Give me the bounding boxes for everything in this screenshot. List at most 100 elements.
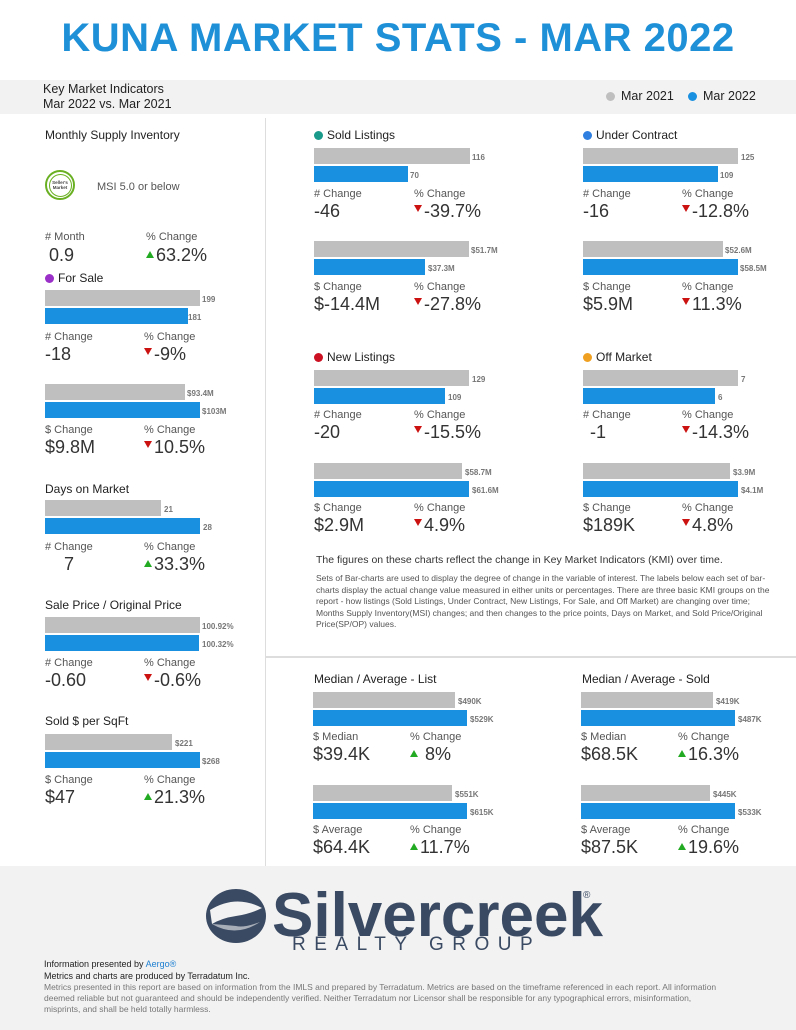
bar-sold-volume-curr bbox=[314, 259, 425, 275]
bar-label: $268 bbox=[202, 757, 220, 766]
sold-count-m2-value: -39.7% bbox=[414, 201, 481, 222]
notes-sub: Sets of Bar-charts are used to display t… bbox=[316, 573, 770, 629]
purple-dot-icon bbox=[45, 273, 54, 283]
under-contract-title: Under Contract bbox=[583, 128, 677, 142]
bar-label: $58.5M bbox=[740, 264, 767, 273]
sold-count-m1-value: -46 bbox=[314, 201, 341, 221]
dom-m1-label: # Change bbox=[45, 541, 93, 553]
bar-label: 7 bbox=[741, 375, 746, 384]
sold-count-m1-label: # Change bbox=[314, 188, 362, 200]
list-average-m1-value: $64.4K bbox=[313, 837, 371, 857]
om-count-m1-label: # Change bbox=[583, 409, 631, 421]
down-arrow-icon bbox=[682, 519, 690, 526]
legend-dot-icon bbox=[606, 91, 615, 101]
bar-label: 129 bbox=[472, 375, 486, 384]
sqft-title: Sold $ per SqFt bbox=[45, 714, 129, 728]
down-arrow-icon bbox=[414, 426, 422, 433]
down-arrow-icon bbox=[414, 205, 422, 212]
orange-dot-icon bbox=[583, 352, 592, 362]
om-count-m2-value: -14.3% bbox=[682, 422, 749, 443]
legend-item-curr: Mar 2022 bbox=[688, 89, 756, 103]
nl-volume-m1-value: $2.9M bbox=[314, 515, 365, 535]
msi-note: MSI 5.0 or below bbox=[97, 181, 180, 193]
page-title: KUNA MARKET STATS - MAR 2022 bbox=[61, 16, 735, 60]
uc-count-m2-label: % Change bbox=[682, 188, 734, 200]
bar-dom-prev bbox=[45, 500, 161, 516]
nl-count-m2-label: % Change bbox=[414, 409, 466, 421]
for-sale-count-m2-label: % Change bbox=[144, 331, 196, 343]
sqft-m2-value: 21.3% bbox=[144, 787, 205, 808]
bar-label: 28 bbox=[203, 523, 212, 532]
sold-count-m2-label: % Change bbox=[414, 188, 466, 200]
down-arrow-icon bbox=[414, 519, 422, 526]
sold-average-m2-label: % Change bbox=[678, 824, 730, 836]
bar-label: $533K bbox=[738, 808, 762, 817]
logo-wordmark: Silvercreek bbox=[272, 881, 603, 950]
dom-title: Days on Market bbox=[45, 482, 130, 496]
kmi-header-band bbox=[0, 80, 796, 114]
bar-label: $61.6M bbox=[472, 486, 499, 495]
bar-label: $103M bbox=[202, 407, 227, 416]
uc-volume-m1-value: $5.9M bbox=[583, 294, 634, 314]
for-sale-volume-m2-label: % Change bbox=[144, 424, 196, 436]
om-volume-m2-value: 4.8% bbox=[682, 515, 733, 536]
bar-label: 125 bbox=[741, 153, 755, 162]
bar-dom-curr bbox=[45, 518, 200, 534]
bar-label: $551K bbox=[455, 790, 479, 799]
blue-dot-icon bbox=[583, 130, 592, 140]
sold-volume-m1-label: $ Change bbox=[314, 281, 362, 293]
bar-sqft-curr bbox=[45, 752, 200, 768]
bar-label: $490K bbox=[458, 697, 482, 706]
uc-volume-m1-label: $ Change bbox=[583, 281, 631, 293]
bar-uc-volume-prev bbox=[583, 241, 723, 257]
bar-label: 199 bbox=[202, 295, 216, 304]
new-listings-title: New Listings bbox=[314, 350, 395, 364]
footer-disclaimer: Metrics presented in this report are bas… bbox=[44, 982, 717, 1014]
silvercreek-logo-icon bbox=[206, 889, 266, 943]
bar-om-count-curr bbox=[583, 388, 715, 404]
sqft-m1-label: $ Change bbox=[45, 774, 93, 786]
logo-registered-mark: ® bbox=[583, 890, 591, 901]
om-volume-m1-label: $ Change bbox=[583, 502, 631, 514]
msi-m1-label: # Month bbox=[45, 231, 85, 243]
down-arrow-icon bbox=[682, 298, 690, 305]
msi-title: Monthly Supply Inventory bbox=[45, 128, 180, 142]
bar-nl-count-prev bbox=[314, 370, 469, 386]
dom-m1-value: 7 bbox=[64, 554, 75, 574]
uc-volume-m2-label: % Change bbox=[682, 281, 734, 293]
bar-for-sale-count-curr bbox=[45, 308, 188, 324]
bar-uc-count-curr bbox=[583, 166, 718, 182]
for-sale-count-m1-label: # Change bbox=[45, 331, 93, 343]
up-arrow-icon bbox=[678, 750, 686, 757]
down-arrow-icon bbox=[414, 298, 422, 305]
bar-label: $487K bbox=[738, 715, 762, 724]
bar-label: $445K bbox=[713, 790, 737, 799]
nl-volume-m1-label: $ Change bbox=[314, 502, 362, 514]
for-sale-title: For Sale bbox=[45, 271, 103, 285]
bar-for-sale-volume-prev bbox=[45, 384, 185, 400]
aergo-link[interactable]: Aergo® bbox=[145, 959, 177, 969]
bar-label: 116 bbox=[472, 153, 485, 162]
bar-label: $37.3M bbox=[428, 264, 455, 273]
legend-item-prev: Mar 2021 bbox=[606, 89, 674, 103]
up-arrow-icon bbox=[410, 843, 418, 850]
footer-presented-by: Information presented by Aergo® bbox=[44, 959, 177, 969]
list-median-m1-value: $39.4K bbox=[313, 744, 371, 764]
bar-label: $615K bbox=[470, 808, 494, 817]
msi-m1-value: 0.9 bbox=[49, 245, 75, 265]
sold-listings-title: Sold Listings bbox=[314, 128, 395, 142]
bar-list-median-curr bbox=[313, 710, 467, 726]
list-price-title: Median / Average - List bbox=[314, 672, 437, 686]
sp-op-m1-value: -0.60 bbox=[45, 670, 87, 690]
up-arrow-icon bbox=[146, 251, 154, 258]
bar-sold-median-curr bbox=[581, 710, 735, 726]
down-arrow-icon bbox=[682, 426, 690, 433]
bar-label: 21 bbox=[164, 505, 173, 514]
bar-label: $93.4M bbox=[187, 389, 214, 398]
bar-om-count-prev bbox=[583, 370, 738, 386]
kmi-title: Key Market Indicators bbox=[43, 82, 164, 96]
for-sale-volume-m1-value: $9.8M bbox=[45, 437, 96, 457]
notes-main: The figures on these charts reflect the … bbox=[316, 554, 723, 566]
legend-label: Mar 2022 bbox=[703, 89, 756, 103]
nl-volume-m2-label: % Change bbox=[414, 502, 466, 514]
